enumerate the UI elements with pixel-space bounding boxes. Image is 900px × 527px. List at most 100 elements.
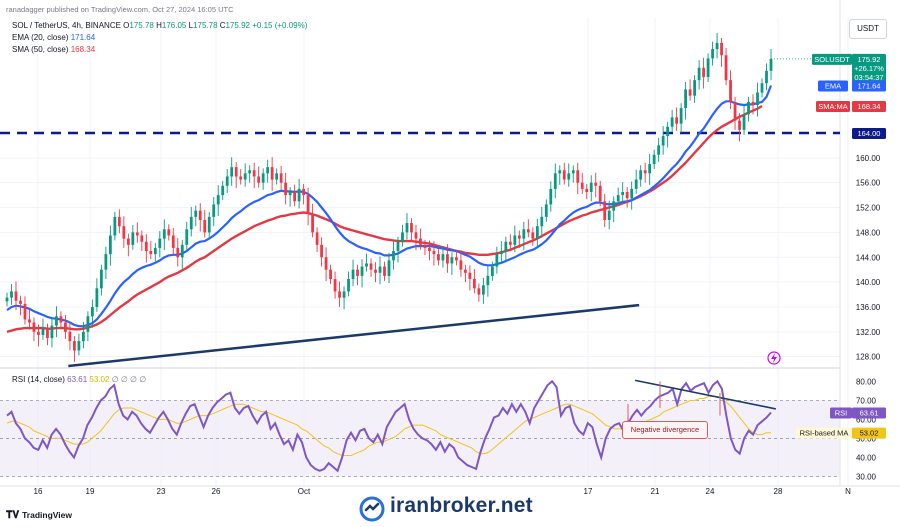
candle-body (437, 254, 440, 261)
time-tick-label: N (845, 487, 851, 496)
candle-body (419, 238, 422, 245)
candle (86, 311, 90, 342)
candle-body (279, 173, 283, 183)
candle-body (657, 145, 661, 155)
candle (616, 187, 620, 207)
sma-legend-value: 168.34 (70, 45, 96, 54)
candle-body (99, 269, 103, 289)
candle (396, 236, 400, 263)
rsi-ma-value-tag-bg (852, 427, 886, 439)
candle (562, 162, 566, 185)
candle-body (365, 263, 368, 267)
sma-legend[interactable]: SMA (50, close) 168.34 (12, 45, 95, 54)
candle (526, 219, 530, 238)
candle (405, 213, 409, 240)
candle-body (589, 182, 593, 192)
candle (756, 82, 759, 117)
candle-body (553, 173, 557, 189)
candle (630, 181, 634, 210)
time-tick-label: Oct (298, 487, 311, 496)
candle (603, 193, 607, 228)
candle-body (5, 297, 9, 302)
rsi-ma-tag: RSI-based MA (796, 427, 852, 439)
candle-body (504, 241, 508, 252)
ema-value-tag-text: 171.64 (858, 81, 881, 90)
tradingview-logo[interactable]: 𝐓𝐕 TradingView (6, 510, 72, 521)
candle (275, 168, 279, 185)
candle-body (117, 216, 121, 227)
candle (324, 247, 328, 282)
rsi-legend[interactable]: RSI (14, close) 63.61 53.02 ∅ ∅ ∅ ∅ (12, 375, 146, 384)
candle-body (472, 279, 476, 289)
price-tick-label: 140.00 (856, 278, 881, 287)
candle (55, 306, 58, 338)
candle (720, 37, 723, 67)
candle-body (697, 67, 701, 81)
candle-body (738, 120, 741, 130)
candle-body (167, 229, 171, 236)
candle-body (230, 167, 234, 177)
negative-divergence-label: Negative divergence (622, 421, 708, 439)
candle (185, 221, 189, 250)
candle-body (140, 235, 144, 242)
candle-body (747, 101, 750, 115)
candle (508, 234, 512, 250)
candle-body (41, 328, 45, 335)
candle (414, 224, 418, 251)
candle (140, 230, 144, 252)
ema-tag: EMA (818, 80, 848, 92)
rising-trendline (68, 303, 640, 368)
candle-body (207, 216, 211, 233)
ema-legend-value: 171.64 (70, 33, 96, 42)
candle (162, 219, 166, 251)
candle-body (634, 179, 638, 189)
watermark-text: iranbroker.net (390, 494, 533, 517)
candle (243, 163, 247, 187)
candle-body (14, 291, 18, 301)
candle-body (59, 316, 63, 323)
time-tick-label: 26 (212, 487, 221, 496)
candle (248, 165, 252, 183)
candle-body (68, 331, 72, 342)
candle-body (675, 117, 679, 124)
ema-tag-text: EMA (825, 81, 841, 90)
time-tick-label: 17 (584, 487, 593, 496)
candle (378, 256, 382, 285)
symbol-name[interactable]: SOL / TetherUS, 4h, BINANCE (12, 21, 121, 30)
candle-body (126, 238, 130, 245)
candle (104, 246, 108, 279)
candle (288, 187, 292, 207)
rsi-tag-bg (830, 407, 852, 419)
candle (351, 259, 355, 287)
candle-body (648, 164, 652, 174)
candle-body (144, 241, 148, 252)
candle-body (95, 288, 99, 307)
candle (95, 278, 99, 312)
candle-body (234, 167, 238, 177)
candle-body (526, 229, 530, 233)
candle-body (639, 170, 643, 180)
candle-body (580, 182, 584, 189)
candle-body (464, 269, 467, 273)
candle-body (428, 247, 431, 252)
candle-body (122, 226, 126, 239)
candle (419, 228, 422, 250)
candle-body (198, 210, 202, 220)
candles (5, 32, 773, 362)
candle-body (567, 173, 571, 180)
candle-body (135, 232, 139, 236)
candle (711, 41, 714, 66)
ema-legend[interactable]: EMA (20, close) 171.64 (12, 33, 95, 42)
candle-body (455, 257, 458, 261)
candle (450, 252, 454, 275)
candle-body (720, 42, 723, 56)
candle-body (410, 223, 413, 233)
candle-body (86, 316, 90, 332)
candle (82, 321, 85, 349)
candle-body (73, 341, 76, 351)
candle-body (257, 176, 261, 183)
candle-body (481, 285, 485, 295)
watermark-icon (359, 496, 385, 522)
currency-button[interactable]: USDT (849, 19, 887, 39)
